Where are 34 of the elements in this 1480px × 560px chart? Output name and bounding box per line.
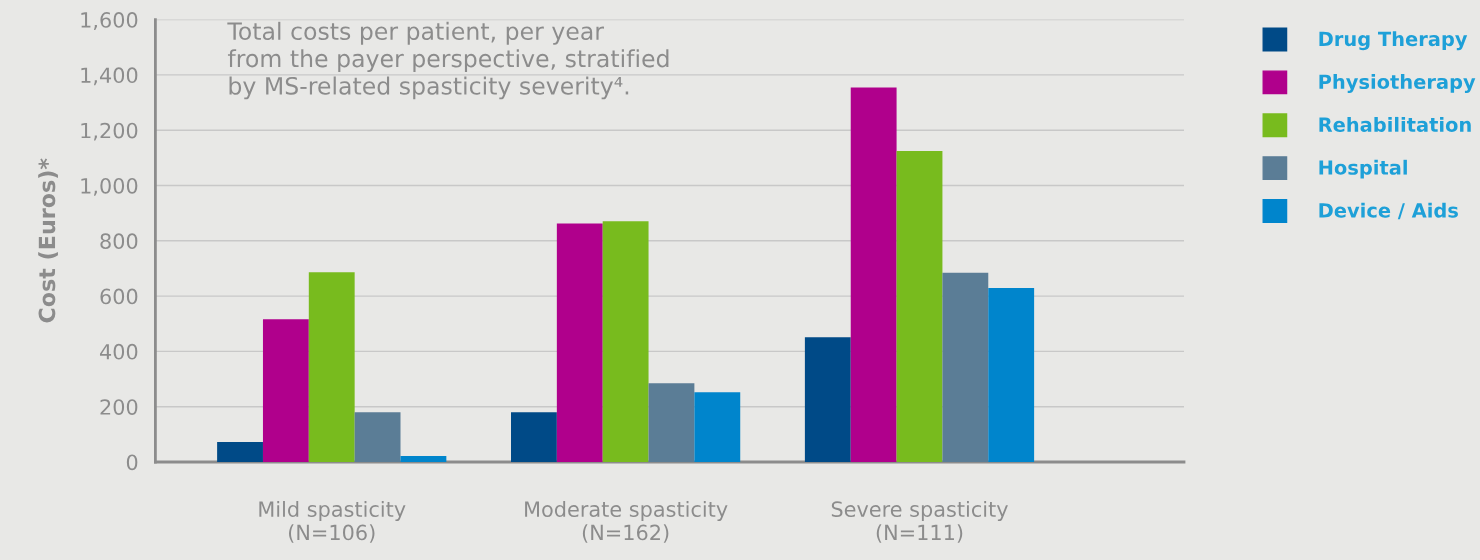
x-tick-label: Moderate spasticity (N=162) [525, 500, 728, 543]
y-tick-label: 1,200 [81, 122, 138, 141]
y-tick-label: 400 [99, 343, 138, 360]
legend-label: Physiotherapy [1319, 74, 1476, 94]
y-tick-label: 1,600 [81, 12, 138, 30]
bar [694, 392, 741, 462]
y-tick-label: 200 [100, 399, 138, 415]
y-axis-title: Cost (Euros)* [38, 158, 58, 323]
bar [400, 455, 447, 462]
bar [602, 221, 649, 462]
bar [648, 383, 695, 462]
y-tick-label: 1,000 [81, 177, 138, 196]
bar [942, 272, 989, 462]
x-tick-label: Severe spasticity (N=111) [831, 500, 1008, 543]
y-tick-label: 1,400 [81, 67, 138, 86]
legend-label: Hospital [1319, 159, 1407, 179]
bar [262, 319, 309, 462]
y-tick-label: 600 [100, 288, 138, 305]
bar [896, 150, 943, 462]
bar [804, 337, 851, 462]
bar [308, 272, 355, 462]
bar [556, 223, 603, 462]
x-tick-label: Mild spasticity (N=106) [259, 500, 406, 543]
y-tick-label: 800 [100, 233, 138, 250]
legend-label: Drug Therapy [1319, 31, 1468, 51]
bar [217, 442, 263, 462]
bar [988, 288, 1035, 462]
legend-label: Rehabilitation [1319, 116, 1471, 132]
legend-label: Device / Aids [1319, 202, 1458, 220]
bar [511, 412, 557, 462]
bar [850, 87, 897, 462]
text: Total costs per patient, per year from the payer perspective, stratified by MS-related spasticity severity⁴. [227, 21, 669, 100]
y-tick-label: 0 [126, 454, 138, 471]
bar [354, 412, 401, 462]
